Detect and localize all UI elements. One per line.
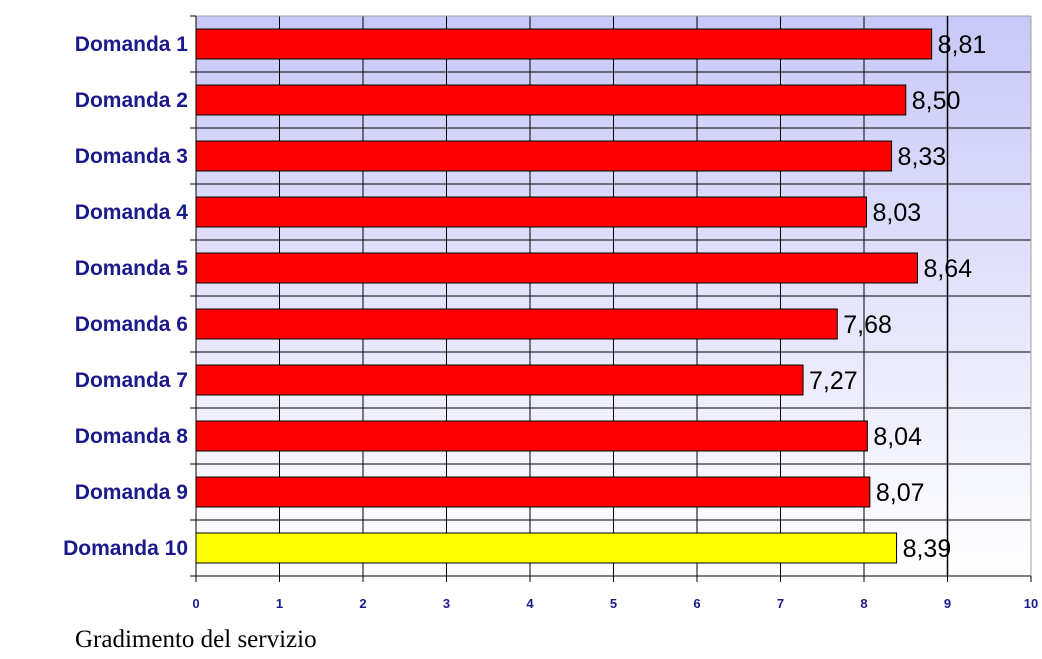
- category-label: Domanda 2: [75, 89, 188, 112]
- bar: [195, 140, 893, 172]
- bar: [195, 476, 871, 508]
- x-tick-label: 4: [526, 596, 534, 611]
- value-label: 8,50: [912, 87, 961, 115]
- value-label: 8,07: [876, 479, 925, 507]
- value-label: 8,04: [873, 423, 922, 451]
- x-tick-label: 9: [944, 596, 951, 611]
- bar: [195, 196, 868, 228]
- category-label: Domanda 6: [75, 313, 188, 336]
- x-tick-label: 1: [276, 596, 283, 611]
- x-tick-label: 7: [777, 596, 784, 611]
- category-label: Domanda 4: [75, 201, 189, 224]
- x-tick-label: 8: [860, 596, 867, 611]
- value-label: 8,39: [903, 535, 952, 563]
- value-label: 7,27: [809, 367, 858, 395]
- x-tick-label: 2: [359, 596, 366, 611]
- bar: [195, 420, 868, 452]
- chart-svg: Domanda 1 8,81 Domanda 2 8,50 Domanda 3 8,33 D…: [63, 15, 1038, 611]
- x-tick-label: 5: [610, 596, 617, 611]
- bar: [195, 252, 918, 284]
- value-label: 7,68: [843, 311, 892, 339]
- value-label: 8,33: [898, 143, 947, 171]
- bar-chart: Domanda 1 8,81 Domanda 2 8,50 Domanda 3 8,33 D…: [63, 15, 1038, 611]
- chart-caption: Gradimento del servizio: [75, 626, 317, 653]
- bar: [195, 364, 804, 396]
- category-label: Domanda 1: [75, 33, 189, 56]
- value-label: 8,03: [873, 199, 922, 227]
- category-label: Domanda 3: [75, 145, 188, 168]
- category-label: Domanda 8: [75, 425, 189, 448]
- x-tick-label: 6: [693, 596, 700, 611]
- bar: [195, 28, 933, 60]
- value-label: 8,81: [938, 31, 987, 59]
- bar: [195, 532, 898, 564]
- category-label: Domanda 10: [63, 537, 188, 560]
- bar: [195, 84, 907, 116]
- bar: [195, 308, 838, 340]
- x-tick-label: 10: [1024, 596, 1038, 611]
- category-label: Domanda 7: [75, 369, 188, 392]
- category-label: Domanda 5: [75, 257, 189, 280]
- x-tick-label: 0: [192, 596, 199, 611]
- category-label: Domanda 9: [75, 481, 188, 504]
- x-tick-label: 3: [443, 596, 450, 611]
